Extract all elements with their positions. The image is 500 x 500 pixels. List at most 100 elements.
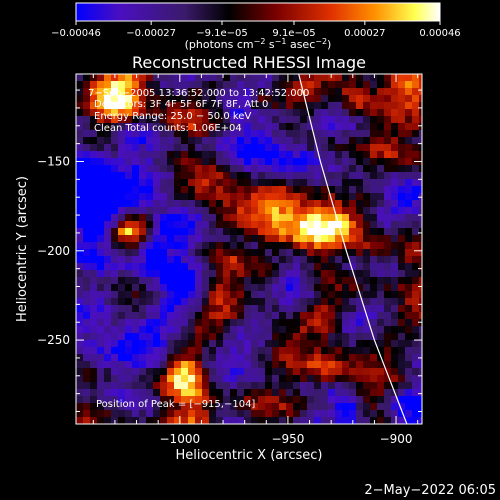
heatmap-cell [125, 319, 132, 326]
heatmap-cell [370, 340, 377, 347]
heatmap-cell [209, 214, 216, 221]
heatmap-cell [223, 95, 230, 102]
heatmap-cell [174, 263, 181, 270]
heatmap-cell [314, 263, 321, 270]
heatmap-cell [202, 207, 209, 214]
heatmap-cell [237, 354, 244, 361]
heatmap-cell [335, 305, 342, 312]
y-axis-ticks [76, 89, 422, 412]
heatmap-cell [258, 200, 265, 207]
heatmap-cell [188, 130, 195, 137]
heatmap-cell [195, 123, 202, 130]
solar-limb-line [298, 74, 408, 424]
heatmap-cell [146, 263, 153, 270]
heatmap-cell [90, 165, 97, 172]
heatmap-cell [111, 235, 118, 242]
heatmap-cell [167, 340, 174, 347]
heatmap-cell [223, 340, 230, 347]
heatmap-cell [104, 151, 111, 158]
heatmap-cell [167, 410, 174, 417]
heatmap-cell [118, 389, 125, 396]
heatmap-cell [195, 151, 202, 158]
heatmap-cell [216, 368, 223, 375]
heatmap-cell [398, 102, 405, 109]
heatmap-cell [342, 221, 349, 228]
heatmap-cell [83, 228, 90, 235]
heatmap-cell [349, 368, 356, 375]
heatmap-cell [307, 172, 314, 179]
heatmap-cell [293, 291, 300, 298]
heatmap-cell [342, 165, 349, 172]
heatmap-cell [209, 137, 216, 144]
heatmap-cell [293, 312, 300, 319]
heatmap-cell [307, 207, 314, 214]
heatmap-cell [230, 417, 237, 424]
heatmap-cell [237, 361, 244, 368]
heatmap-cell [335, 144, 342, 151]
heatmap-cell [377, 165, 384, 172]
heatmap-cell [391, 130, 398, 137]
heatmap-cell [237, 214, 244, 221]
heatmap-cell [111, 403, 118, 410]
heatmap-cell [181, 109, 188, 116]
heatmap-cell [314, 123, 321, 130]
heatmap-cell [125, 333, 132, 340]
heatmap-cell [377, 319, 384, 326]
heatmap-cell [139, 326, 146, 333]
heatmap-cell [384, 74, 391, 81]
heatmap-cell [153, 144, 160, 151]
heatmap-cell [195, 214, 202, 221]
heatmap-cell [412, 333, 419, 340]
heatmap-cell [125, 354, 132, 361]
heatmap-cell [139, 228, 146, 235]
heatmap-cell [111, 144, 118, 151]
heatmap-cell [195, 340, 202, 347]
heatmap-cell [125, 130, 132, 137]
heatmap-cell [272, 74, 279, 81]
heatmap-cell [328, 109, 335, 116]
heatmap-cell [314, 403, 321, 410]
heatmap-cell [223, 158, 230, 165]
heatmap-cell [349, 298, 356, 305]
heatmap-cell [97, 333, 104, 340]
heatmap-cell [202, 270, 209, 277]
heatmap-cell [307, 81, 314, 88]
heatmap-cell [258, 249, 265, 256]
heatmap-cell [265, 109, 272, 116]
heatmap-cell [286, 235, 293, 242]
heatmap-cell [251, 137, 258, 144]
heatmap-cell [251, 312, 258, 319]
heatmap-cell [160, 270, 167, 277]
heatmap-cell [251, 417, 258, 424]
heatmap-cell [377, 137, 384, 144]
heatmap-cell [391, 291, 398, 298]
heatmap-cell [118, 207, 125, 214]
heatmap-cell [195, 319, 202, 326]
heatmap-cell [118, 228, 125, 235]
heatmap-cell [160, 144, 167, 151]
heatmap-cell [279, 130, 286, 137]
heatmap-cell [118, 354, 125, 361]
heatmap-cell [167, 298, 174, 305]
heatmap-cell [104, 109, 111, 116]
heatmap-cell [167, 242, 174, 249]
heatmap-cell [391, 298, 398, 305]
heatmap-cell [251, 165, 258, 172]
heatmap-cell [384, 172, 391, 179]
heatmap-cell [139, 291, 146, 298]
heatmap-cell [377, 249, 384, 256]
heatmap-cell [118, 81, 125, 88]
heatmap-cell [97, 95, 104, 102]
heatmap-cell [384, 144, 391, 151]
heatmap-cell [405, 109, 412, 116]
heatmap-cell [188, 186, 195, 193]
heatmap-cell [230, 144, 237, 151]
heatmap-cell [202, 256, 209, 263]
heatmap-cell [230, 347, 237, 354]
heatmap-cell [153, 298, 160, 305]
heatmap-cell [237, 179, 244, 186]
heatmap-cell [314, 389, 321, 396]
heatmap-cell [314, 417, 321, 424]
heatmap-cell [419, 144, 422, 151]
heatmap-cell [377, 235, 384, 242]
